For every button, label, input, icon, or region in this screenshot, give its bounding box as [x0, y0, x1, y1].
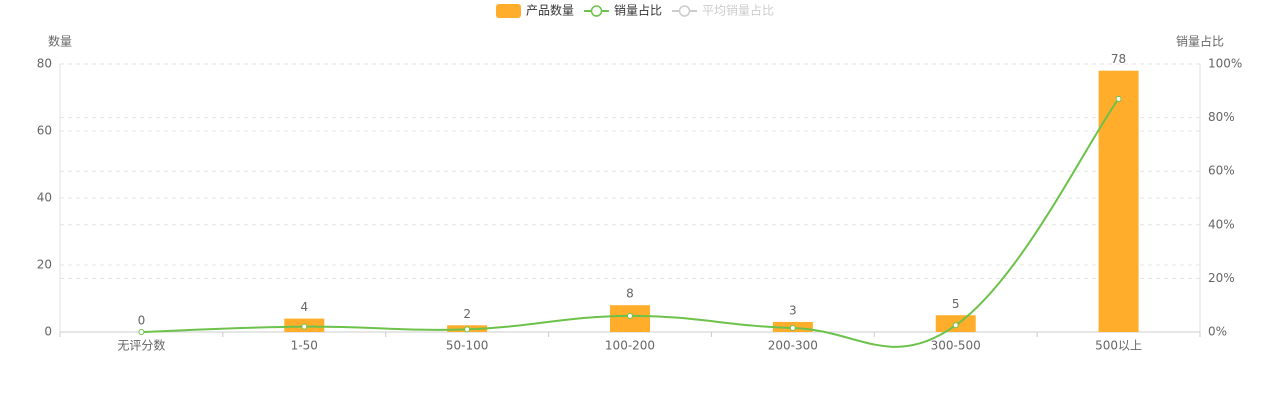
y-axis-title: 数量 [48, 34, 72, 49]
y2-tick-label: 40% [1208, 217, 1235, 231]
y2-tick-label: 80% [1208, 110, 1235, 124]
bar-value-label: 78 [1111, 52, 1126, 66]
bar-value-label: 5 [952, 297, 960, 311]
line-point [464, 326, 471, 333]
bar-value-label: 8 [626, 287, 634, 301]
legend-swatch [496, 4, 521, 18]
legend-label[interactable]: 平均销量占比 [702, 3, 774, 18]
x-tick-label: 无评分数 [117, 338, 165, 353]
y-tick-label: 80 [37, 57, 52, 71]
x-tick-label: 300-500 [931, 339, 981, 353]
y2-tick-label: 60% [1208, 164, 1235, 178]
bar-value-label: 4 [300, 300, 308, 314]
legend-label[interactable]: 产品数量 [526, 3, 574, 18]
legend-swatch [678, 5, 691, 17]
x-tick-label: 50-100 [446, 339, 489, 353]
legend-swatch [590, 5, 603, 17]
x-tick-label: 1-50 [291, 339, 318, 353]
line-point [138, 329, 145, 335]
y-tick-label: 40 [37, 191, 52, 205]
bar-value-label: 3 [789, 303, 797, 317]
y-tick-label: 60 [37, 124, 52, 138]
y-tick-label: 20 [37, 258, 52, 272]
line-point [1115, 95, 1122, 102]
y2-tick-label: 100% [1208, 57, 1242, 71]
y2-tick-label: 20% [1208, 271, 1235, 285]
x-tick-label: 100-200 [605, 339, 655, 353]
line-point [627, 312, 633, 319]
legend-label[interactable]: 销量占比 [614, 3, 662, 18]
line-point [789, 324, 796, 331]
x-tick-label: 500以上 [1095, 339, 1142, 353]
bar [1098, 70, 1139, 332]
line-point [301, 323, 308, 330]
y2-tick-label: 0% [1208, 325, 1227, 339]
line-point [952, 322, 959, 329]
y-tick-label: 0 [44, 325, 52, 339]
bar-value-label: 0 [138, 314, 146, 328]
y2-axis-title: 销量占比 [1176, 34, 1224, 49]
bar-value-label: 2 [463, 307, 471, 321]
x-tick-label: 200-300 [768, 339, 818, 353]
